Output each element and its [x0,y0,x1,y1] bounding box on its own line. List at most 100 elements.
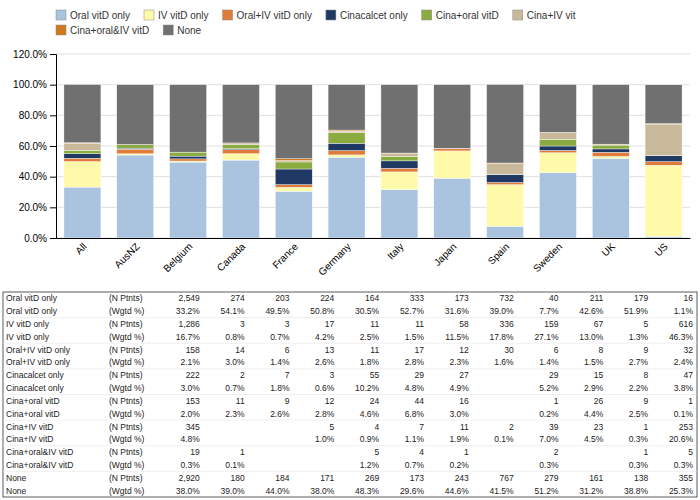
bar [645,165,682,236]
y-axis: 0.0%20.0%40.0%60.0%80.0%100.0%120.0% [13,49,56,244]
table-cell: 4.8% [405,383,425,393]
table-cell: 4.8% [180,434,200,444]
table-cell: Oral vitD only [6,306,58,316]
bars [64,85,682,238]
bar [539,173,576,238]
table-cell: 3.0% [225,357,245,367]
table-cell: 13 [325,345,335,355]
bar [222,143,259,145]
table: Oral vitD only(N Ptnts)2,549274203224164… [3,292,697,497]
table-cell: Cina+oral&IV vitD [6,460,73,470]
table-cell: 23 [594,422,604,432]
table-cell: 29 [415,370,425,380]
y-tick-label: 120.0% [13,49,47,60]
table-cell: (Wgtd %) [109,357,145,367]
y-tick: 0.0% [24,233,56,244]
bar [539,85,576,133]
x-tick-label: UK [600,241,618,259]
table-cell: 161 [589,473,603,483]
table-cell: 27 [459,370,469,380]
table-cell: None [6,473,27,483]
y-tick-mark [50,177,56,178]
table-cell: (Wgtd %) [109,332,145,342]
table-row-rule [3,317,697,318]
table-cell: 7.7% [539,306,559,316]
table-cell: 2 [554,447,559,457]
bar [117,145,154,149]
bar [275,185,312,188]
bar [381,153,418,156]
table-cell: 11.5% [445,332,469,342]
table-cell: 51.2% [534,486,559,496]
table-cell: Cina+IV vitD [6,434,53,444]
table-cell: 0.7% [270,332,290,342]
bar [328,133,365,143]
table-cell: 6.8% [405,409,425,419]
table-cell: 38.0% [176,486,201,496]
bar [592,158,629,238]
bar [275,187,312,191]
table-cell: Cina+oral vitD [6,396,60,406]
bar [275,162,312,169]
bar [645,124,682,156]
bar [64,151,101,154]
table-cell: 732 [499,293,513,303]
table-cell: 0.3% [629,460,649,470]
table-row-rule [3,343,697,344]
table-cell: 2.5% [629,409,649,419]
table-row-rule [3,368,697,369]
bar [434,85,471,149]
x-tick: Spain [486,241,512,267]
table-cell: Cina+IV vitD [6,422,53,432]
table-cell: 0.7% [405,460,425,470]
table-cell: (Wgtd %) [109,306,145,316]
table-cell: 1,286 [179,319,201,329]
table-cell: 2.6% [270,409,290,419]
table-cell: 0.3% [180,460,200,470]
table-row-rule [3,394,697,395]
table-cell: 5.2% [539,383,559,393]
y-tick-mark [50,238,56,239]
table-cell: 26 [594,396,604,406]
table-cell: 44.0% [265,486,290,496]
table-cell: 1 [240,447,245,457]
bar [64,161,101,187]
table-cell: 173 [410,473,424,483]
x-axis: AllAusNZBelgiumCanadaFranceGermanyItalyJ… [57,239,691,278]
table-cell: 159 [544,319,558,329]
grid-line [56,54,690,55]
table-cell: 184 [275,473,289,483]
table-cell: 2.0% [180,409,200,419]
table-cell: Cina+oral&IV vitD [6,447,73,457]
x-tick: Germany [316,241,353,278]
y-tick-label: 40.0% [19,171,47,182]
table-row-rule [3,420,697,421]
bar [539,146,576,150]
table-cell: 1 [688,396,693,406]
table-cell: IV vitD only [6,332,50,342]
table-cell: 3 [240,319,245,329]
bar [434,178,471,238]
table-cell: 50.8% [310,306,335,316]
table-cell: 11 [460,422,469,432]
table-cell: 1.2% [360,460,380,470]
table-cell: 27.1% [534,332,559,342]
y-tick-mark [50,54,56,55]
bar [645,156,682,162]
bar [64,143,101,150]
table-cell: 2.6% [315,357,335,367]
table-cell: 9 [643,396,648,406]
legend-item: Cina+IV vit [513,10,576,21]
table-row-rule [3,445,697,446]
table-cell: 31.6% [445,306,470,316]
bar-series [64,124,682,174]
table-cell: 58 [459,319,469,329]
table-cell: 0.7% [225,383,245,393]
bar [170,156,207,159]
table-cell: 0.1% [674,409,694,419]
table-cell: (Wgtd %) [109,486,145,496]
legend-label: Cina+IV vit [527,10,576,21]
bar-series [64,143,682,184]
bar [645,85,682,124]
table-cell: (N Ptnts) [109,293,143,303]
